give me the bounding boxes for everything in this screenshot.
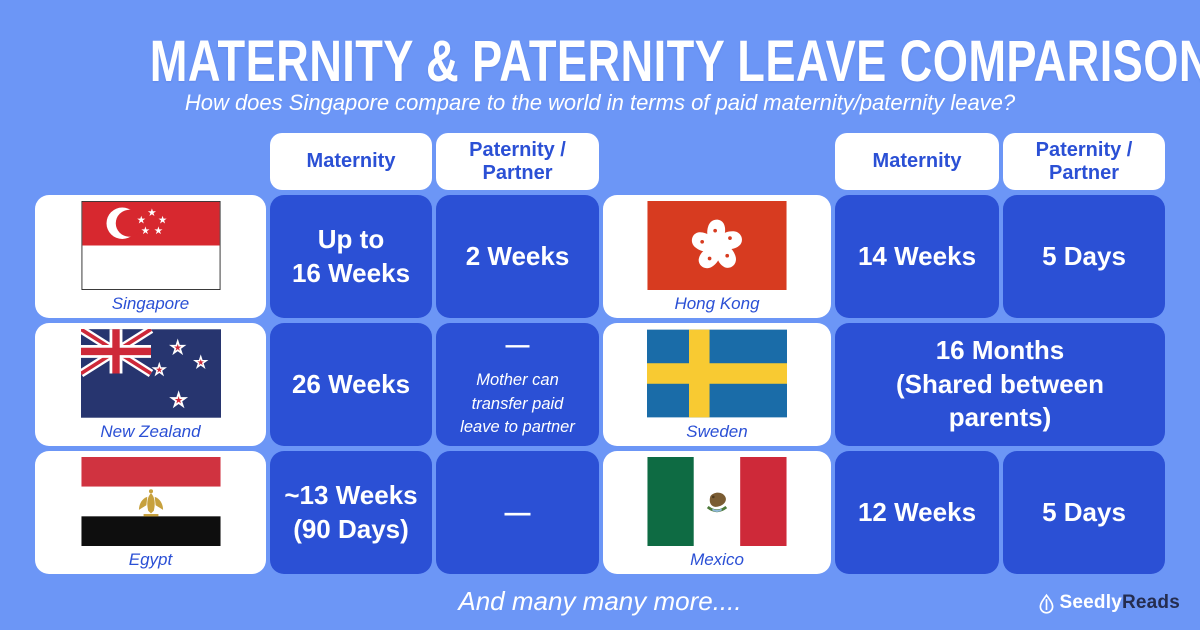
country-card-hong-kong: Hong Kong <box>603 195 831 318</box>
paternity-note: Mother can transfer paid leave to partne… <box>460 371 575 436</box>
paternity-cell-hong-kong: 5 Days <box>1003 195 1165 318</box>
paternity-cell-singapore: 2 Weeks <box>436 195 599 318</box>
maternity-cell-singapore: Up to 16 Weeks <box>270 195 432 318</box>
country-label: New Zealand <box>100 422 201 441</box>
footer-note: And many many more.... <box>458 586 742 616</box>
country-label: Singapore <box>111 294 190 313</box>
hong-kong-flag-icon <box>647 201 787 290</box>
country-label: Egypt <box>128 550 173 569</box>
brand-name-secondary: Reads <box>1121 592 1180 613</box>
shared-leave-cell-sweden: 16 Months (Shared between parents) <box>835 323 1165 446</box>
singapore-flag-icon <box>80 201 221 290</box>
country-label: Mexico <box>690 550 744 569</box>
country-label: Hong Kong <box>674 294 760 313</box>
maternity-cell-egypt: ~13 Weeks (90 Days) <box>270 451 432 574</box>
new-zealand-flag-icon <box>80 329 221 418</box>
comparison-table: Maternity Paternity / Partner Maternity … <box>35 133 1165 574</box>
egypt-flag-icon <box>80 457 221 546</box>
brand-logo: Seedly Reads <box>1036 592 1181 614</box>
brand-name-primary: Seedly <box>1059 592 1122 613</box>
maternity-cell-hong-kong: 14 Weeks <box>835 195 999 318</box>
maternity-cell-mexico: 12 Weeks <box>835 451 999 574</box>
page-title: MATERNITY & PATERNITY LEAVE COMPARISON <box>149 29 1200 94</box>
page-subtitle: How does Singapore compare to the world … <box>184 90 1016 115</box>
paternity-cell-mexico: 5 Days <box>1003 451 1165 574</box>
country-card-mexico: Mexico <box>603 451 831 574</box>
paternity-cell-egypt: — <box>436 451 599 574</box>
egypt-eagle-emblem <box>138 489 163 517</box>
country-card-new-zealand: New Zealand <box>35 323 266 446</box>
column-header-paternity-right: Paternity / Partner <box>1003 133 1165 190</box>
title-wrap: MATERNITY & PATERNITY LEAVE COMPARISON <box>0 28 1200 95</box>
column-header-maternity-right: Maternity <box>835 133 999 190</box>
paternity-cell-new-zealand: — Mother can transfer paid leave to part… <box>436 323 599 446</box>
column-header-maternity-left: Maternity <box>270 133 432 190</box>
mexico-eagle-emblem <box>706 492 728 513</box>
country-card-sweden: Sweden <box>603 323 831 446</box>
sweden-flag-icon <box>647 329 787 418</box>
seedly-drop-icon <box>1039 593 1053 614</box>
mexico-flag-icon <box>647 457 787 546</box>
country-card-singapore: Singapore <box>35 195 266 318</box>
country-card-egypt: Egypt <box>35 451 266 574</box>
no-leave-dash: — <box>505 332 530 360</box>
column-header-paternity-left: Paternity / Partner <box>436 133 599 190</box>
country-label: Sweden <box>686 422 748 441</box>
maternity-cell-new-zealand: 26 Weeks <box>270 323 432 446</box>
